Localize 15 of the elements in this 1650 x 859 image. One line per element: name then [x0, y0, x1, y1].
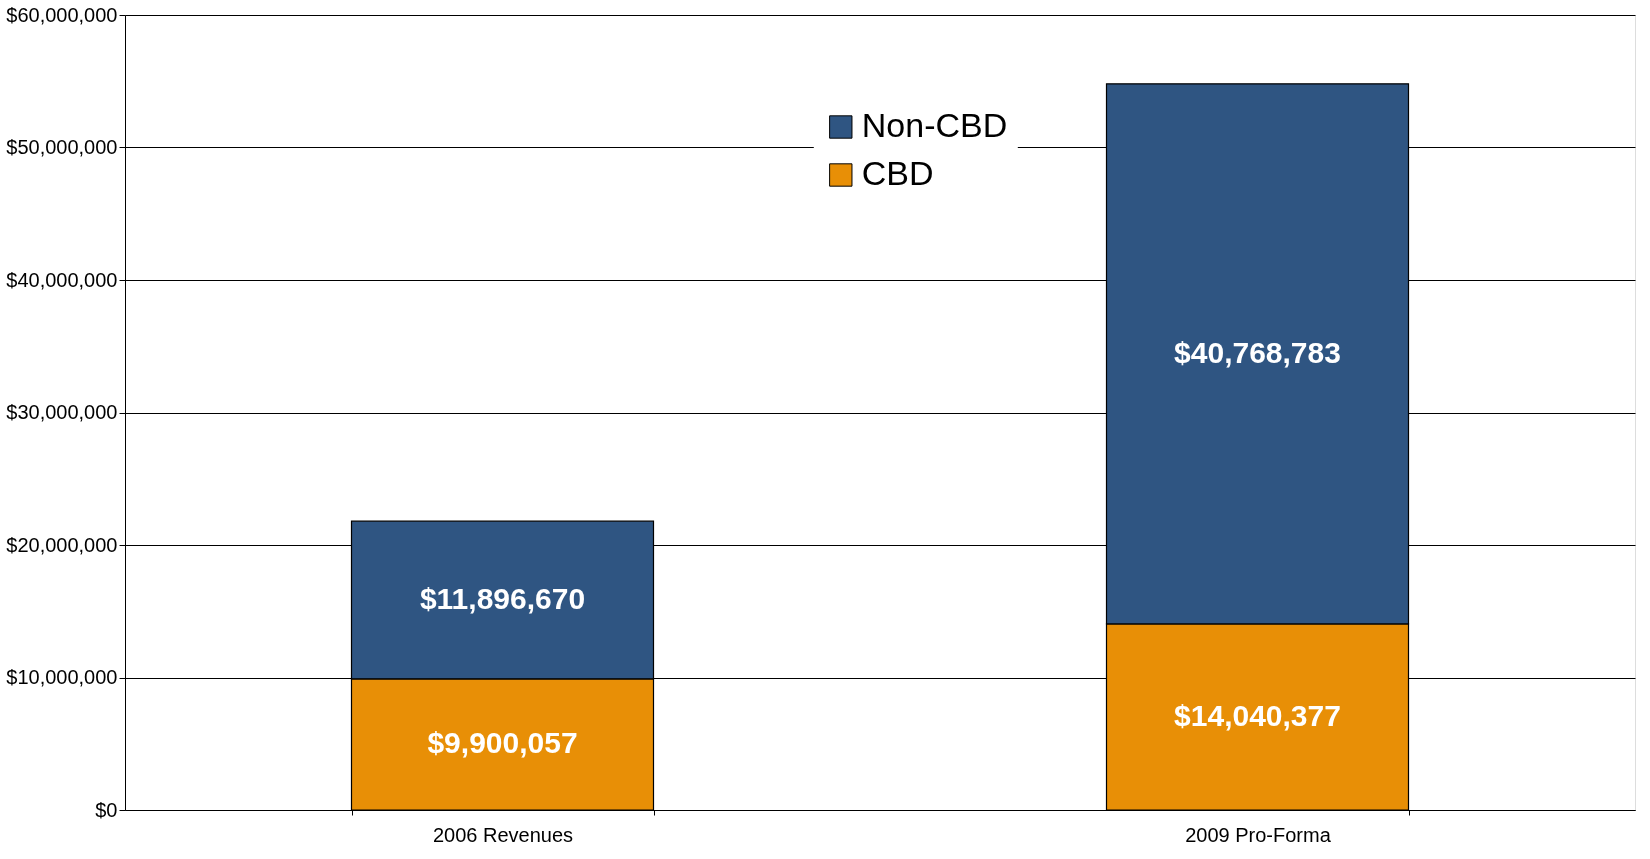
x-tick-label: 2009 Pro-Forma: [1185, 823, 1332, 846]
y-tick-label: $50,000,000: [6, 136, 118, 158]
y-tick-label: $20,000,000: [6, 533, 118, 556]
y-tick-label: $40,000,000: [6, 268, 118, 291]
data-label: $40,768,783: [1174, 335, 1341, 369]
x-tick-label: 2006 Revenues: [432, 823, 574, 846]
y-tick-label: $30,000,000: [6, 401, 118, 423]
legend-label: CBD: [861, 154, 934, 192]
y-tick-label: $10,000,000: [6, 666, 118, 688]
data-label: $14,040,377: [1174, 698, 1341, 732]
y-tick-label: $0: [95, 798, 118, 821]
data-label: $11,896,670: [419, 582, 586, 616]
legend-label: Non-CBD: [861, 106, 1008, 144]
y-tick-label: $60,000,000: [6, 3, 118, 26]
data-label: $9,900,057: [427, 726, 578, 760]
